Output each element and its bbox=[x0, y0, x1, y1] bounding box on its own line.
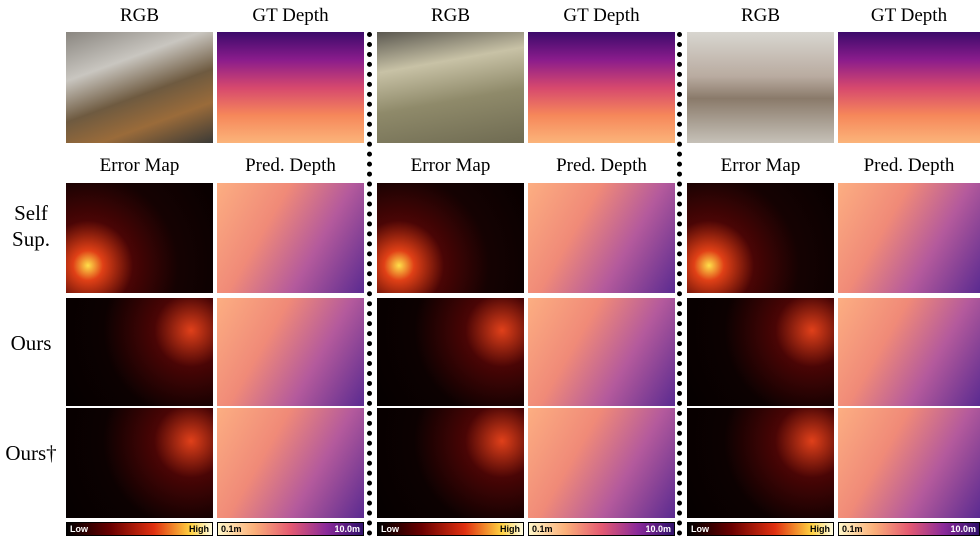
error-map bbox=[66, 183, 213, 293]
gt-depth-image bbox=[528, 32, 675, 143]
pred-depth bbox=[528, 408, 675, 518]
column-header: RGB bbox=[687, 4, 834, 28]
column-header: GT Depth bbox=[528, 4, 675, 28]
column-header: Error Map bbox=[66, 154, 213, 178]
row-label: Self Sup. bbox=[0, 200, 62, 252]
pred-depth bbox=[838, 298, 980, 406]
row-label: Ours bbox=[0, 330, 62, 356]
pred-depth bbox=[217, 408, 364, 518]
colorbar-label: High bbox=[500, 523, 520, 535]
error-map bbox=[377, 408, 524, 518]
error-colorbar: Low High bbox=[377, 522, 524, 536]
colorbar-label: 0.1m bbox=[842, 523, 863, 535]
colorbar-label: Low bbox=[70, 523, 88, 535]
colorbar-label: High bbox=[189, 523, 209, 535]
column-header: Pred. Depth bbox=[528, 154, 675, 178]
column-header: RGB bbox=[377, 4, 524, 28]
column-header: GT Depth bbox=[838, 4, 980, 28]
error-colorbar: Low High bbox=[66, 522, 213, 536]
pred-depth bbox=[217, 298, 364, 406]
colorbar-label: 0.1m bbox=[221, 523, 242, 535]
column-header: Error Map bbox=[687, 154, 834, 178]
colorbar-label: Low bbox=[691, 523, 709, 535]
pred-depth bbox=[528, 298, 675, 406]
rgb-image bbox=[687, 32, 834, 143]
column-header: Pred. Depth bbox=[217, 154, 364, 178]
column-header: Error Map bbox=[377, 154, 524, 178]
error-map bbox=[66, 298, 213, 406]
error-map bbox=[377, 183, 524, 293]
error-map bbox=[66, 408, 213, 518]
error-map bbox=[687, 298, 834, 406]
colorbar-label: Low bbox=[381, 523, 399, 535]
depth-colorbar: 0.1m 10.0m bbox=[217, 522, 364, 536]
depth-colorbar: 0.1m 10.0m bbox=[838, 522, 980, 536]
colorbar-label: High bbox=[810, 523, 830, 535]
error-map bbox=[687, 183, 834, 293]
gt-depth-image bbox=[838, 32, 980, 143]
colorbar-label: 10.0m bbox=[950, 523, 976, 535]
row-label: Ours† bbox=[0, 440, 62, 466]
pred-depth bbox=[838, 408, 980, 518]
depth-colorbar: 0.1m 10.0m bbox=[528, 522, 675, 536]
colorbar-label: 10.0m bbox=[645, 523, 671, 535]
gt-depth-image bbox=[217, 32, 364, 143]
error-map bbox=[687, 408, 834, 518]
separator bbox=[677, 32, 682, 536]
colorbar-label: 0.1m bbox=[532, 523, 553, 535]
colorbar-label: 10.0m bbox=[334, 523, 360, 535]
column-header: Pred. Depth bbox=[838, 154, 980, 178]
separator bbox=[367, 32, 372, 536]
figure: {"groups": [ {"top_headers": ["RGB", "GT… bbox=[0, 0, 980, 538]
column-header: RGB bbox=[66, 4, 213, 28]
column-header: GT Depth bbox=[217, 4, 364, 28]
pred-depth bbox=[217, 183, 364, 293]
error-map bbox=[377, 298, 524, 406]
pred-depth bbox=[528, 183, 675, 293]
error-colorbar: Low High bbox=[687, 522, 834, 536]
rgb-image bbox=[66, 32, 213, 143]
rgb-image bbox=[377, 32, 524, 143]
pred-depth bbox=[838, 183, 980, 293]
